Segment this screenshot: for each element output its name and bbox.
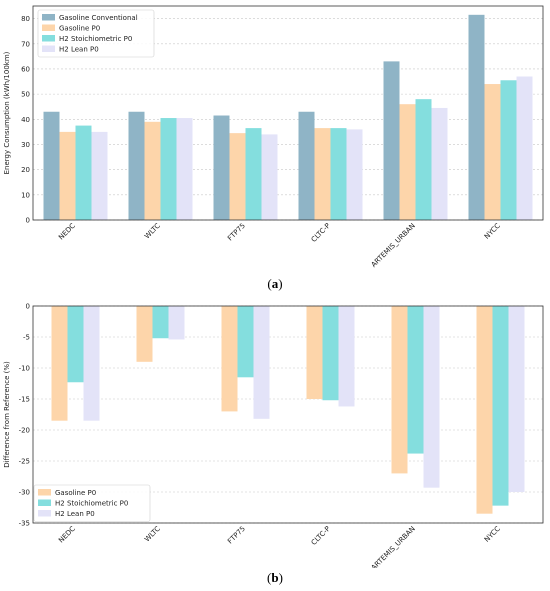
chart-b-bar-gasoline-p0-nedc [51,306,68,421]
chart-a-bar-h2-stoichiometric-p0-cltc-p [330,128,347,220]
chart-b-ytick-label: -30 [19,489,30,497]
chart-a-bar-gasoline-conventional-nycc [468,14,485,220]
chart-a-bar-h2-lean-p0-nedc [91,131,108,220]
panel-label-b-text: b [271,570,279,585]
chart-a-bar-h2-lean-p0-nycc [516,76,533,221]
chart-b-ytick-label: -35 [19,520,30,528]
chart-b-xtick-label: CLTC-P [310,525,332,547]
chart-b-bar-gasoline-p0-ftp75 [221,306,238,412]
chart-a-y-axis-label: Energy Consumption (kWh/100km) [3,51,11,174]
chart-a-bar-h2-stoichiometric-p0-artemis-urban [415,99,432,220]
chart-a-legend-label-h2-stoichiometric-p0: H2 Stoichiometric P0 [59,35,132,43]
chart-a-bar-gasoline-p0-cltc-p [314,128,331,220]
chart-b: 0 -5 -10 -15 -20 -25 -30 -35 NEDC WLTC FTP75 CLTC-P… [3,303,544,568]
chart-a-xtick-label: NYCC [483,222,502,241]
chart-a-legend [37,9,155,58]
chart-a-xtick-label: NEDC [57,222,77,242]
chart-b-bar-gasoline-p0-cltc-p [306,306,323,399]
chart-a-legend-label-h2-lean-p0: H2 Lean P0 [59,46,99,54]
chart-a-axes-frame [32,5,544,221]
chart-a-bar-gasoline-p0-nedc [59,131,76,220]
chart-a-ytick-label: 20 [21,166,30,174]
chart-b-y-axis-label: Difference from Reference (%) [3,361,11,468]
chart-a-bar-gasoline-conventional-artemis-urban [383,61,400,220]
chart-b-axes-frame [32,305,544,524]
chart-a-bar-gasoline-conventional-ftp75 [213,115,230,220]
chart-b-ytick-label: -10 [19,365,30,373]
chart-a-xtick-label: CLTC-P [310,222,332,244]
chart-a-bar-gasoline-p0-artemis-urban [399,104,416,220]
chart-b-bar-h2-stoichiometric-p0-nycc [492,306,509,506]
chart-b-legend-label-h2-lean-p0: H2 Lean P0 [55,510,95,518]
chart-a-legend-label-gasoline-conventional: Gasoline Conventional [59,14,138,22]
chart-b-bar-h2-stoichiometric-p0-artemis-urban [407,306,424,454]
chart-a-bar-gasoline-p0-nycc [484,84,501,220]
panel-label-b: (b) [267,570,283,585]
panel-label-a-text: a [271,276,279,291]
panel-label-a: (a) [267,276,283,291]
chart-b-bar-gasoline-p0-wltc [136,306,153,362]
chart-b-legend-label-gasoline-p0: Gasoline P0 [55,489,96,497]
chart-a-bar-h2-lean-p0-wltc [176,118,193,220]
chart-a-ytick-label: 30 [21,141,30,149]
chart-a-ytick-label: 60 [21,65,30,73]
chart-a-ytick-label: 40 [21,116,30,124]
chart-a-xtick-label: ARTEMIS_URBAN [370,222,417,269]
chart-b-bar-h2-stoichiometric-p0-nedc [67,306,84,383]
chart-b-bar-h2-stoichiometric-p0-cltc-p [322,306,339,401]
chart-b-bar-h2-lean-p0-nycc [508,306,525,492]
chart-b-ytick-label: 0 [26,303,30,311]
chart-b-xtick-label: FTP75 [226,525,247,546]
chart-b-bar-h2-lean-p0-nedc [83,306,100,421]
chart-b-xtick-label: WLTC [143,525,162,544]
chart-b-ytick-label: -5 [23,334,30,342]
chart-b-bar-h2-lean-p0-ftp75 [253,306,270,419]
chart-a-ytick-label: 50 [21,91,30,99]
chart-b-bar-h2-stoichiometric-p0-ftp75 [237,306,254,378]
chart-b-bar-gasoline-p0-nycc [476,306,493,514]
chart-b-ytick-label: -20 [19,427,30,435]
chart-a-ytick-label: 70 [21,40,30,48]
chart-a-bar-h2-lean-p0-cltc-p [346,129,363,220]
chart-b-ytick-label: -15 [19,396,30,404]
chart-a-ytick-label: 80 [21,15,30,23]
chart-a-bar-gasoline-conventional-nedc [43,111,60,220]
chart-a-legend-label-gasoline-p0: Gasoline P0 [59,25,100,33]
chart-b-legend-label-h2-stoichiometric-p0: H2 Stoichiometric P0 [55,500,128,508]
chart-a-legend-swatch-gasoline-p0 [42,24,55,31]
chart-a-bar-h2-stoichiometric-p0-nedc [75,125,92,220]
chart-b-bar-h2-lean-p0-wltc [168,306,185,340]
chart-a-bar-gasoline-p0-ftp75 [229,133,246,220]
chart-a-bar-gasoline-p0-wltc [144,121,161,220]
chart-a-bar-gasoline-conventional-wltc [128,111,145,220]
chart-b-xtick-label: NEDC [57,525,77,545]
chart-b-bar-h2-lean-p0-artemis-urban [423,306,440,488]
chart-a-bar-h2-stoichiometric-p0-nycc [500,80,517,220]
chart-b-xtick-label: NYCC [483,525,502,544]
chart-a-bar-h2-stoichiometric-p0-ftp75 [245,128,262,220]
chart-b-bar-h2-stoichiometric-p0-wltc [152,306,169,339]
chart-a: 0 10 20 30 40 50 60 70 80 NEDC WLTC FTP75 CLTC-P ARTE… [3,5,544,269]
chart-b-legend [33,484,151,522]
chart-a-bar-h2-stoichiometric-p0-wltc [160,118,177,220]
chart-a-xtick-label: WLTC [143,222,162,241]
chart-b-bar-h2-lean-p0-cltc-p [338,306,355,407]
chart-b-xtick-label: ARTEMIS_URBAN [370,525,417,568]
chart-b-legend-swatch-h2-stoichiometric-p0 [38,499,51,506]
chart-a-ytick-label: 0 [26,217,30,225]
chart-b-ytick-label: -25 [19,458,30,466]
chart-b-legend-swatch-gasoline-p0 [38,489,51,496]
chart-a-ytick-label: 10 [21,191,30,199]
chart-a-bar-gasoline-conventional-cltc-p [298,111,315,220]
chart-a-legend-swatch-h2-lean-p0 [42,45,55,52]
chart-a-bar-h2-lean-p0-artemis-urban [431,107,448,220]
chart-a-legend-swatch-h2-stoichiometric-p0 [42,35,55,42]
chart-b-bar-gasoline-p0-artemis-urban [391,306,408,474]
chart-a-bar-h2-lean-p0-ftp75 [261,134,278,220]
chart-a-xtick-label: FTP75 [226,222,247,243]
chart-a-legend-swatch-gasoline-conventional [42,14,55,21]
chart-b-legend-swatch-h2-lean-p0 [38,510,51,517]
